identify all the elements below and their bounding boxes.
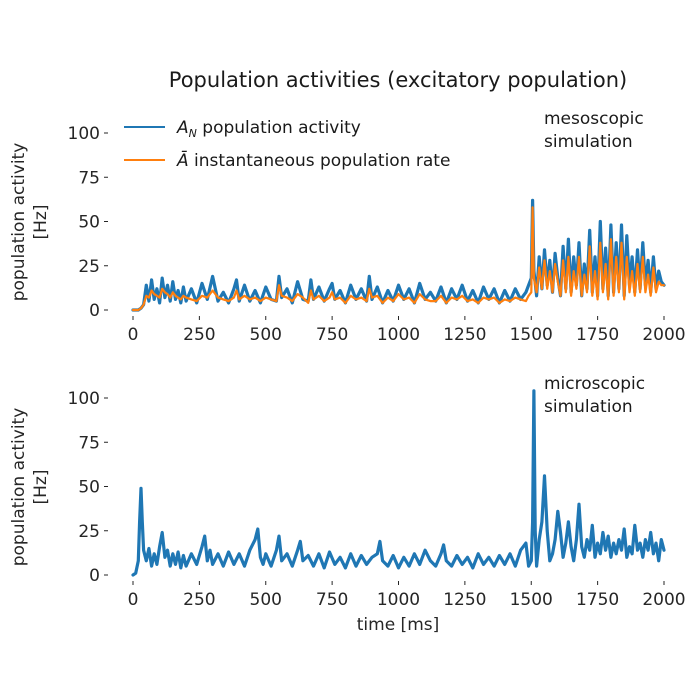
x-tick-label: 750 bbox=[316, 325, 348, 345]
y-axis-label-line2: [Hz] bbox=[31, 470, 51, 505]
y-axis-label: population activity [Hz] bbox=[9, 408, 51, 567]
y-tick-label: 75 bbox=[78, 433, 100, 453]
x-ticks: 0 250 500 750 1000 1250 1500 1750 2000 bbox=[128, 316, 686, 345]
x-tick-label: 1000 bbox=[377, 325, 420, 345]
y-ticks: 0 25 50 75 100 bbox=[68, 389, 108, 586]
y-ticks: 0 25 50 75 100 bbox=[68, 124, 108, 321]
legend-label-main: A bbox=[176, 118, 189, 138]
y-tick-label: 100 bbox=[68, 124, 100, 144]
annotation-line2: simulation bbox=[544, 397, 633, 417]
y-axis-label-line1: population activity bbox=[9, 408, 29, 567]
legend-label-rest: instantaneous population rate bbox=[189, 151, 451, 171]
legend-entry: AN population activity bbox=[124, 118, 361, 140]
annotation: microscopic simulation bbox=[544, 374, 645, 417]
y-tick-label: 0 bbox=[89, 566, 100, 586]
x-tick-label: 250 bbox=[183, 325, 215, 345]
x-tick-label: 500 bbox=[250, 590, 282, 610]
x-tick-label: 1750 bbox=[576, 325, 619, 345]
x-tick-label: 0 bbox=[128, 325, 139, 345]
annotation-line1: microscopic bbox=[544, 374, 645, 394]
annotation-line2: simulation bbox=[544, 132, 633, 152]
annotation-line1: mesoscopic bbox=[544, 109, 644, 129]
x-tick-label: 1250 bbox=[443, 325, 486, 345]
x-ticks: 0 250 500 750 1000 1250 1500 1750 2000 bbox=[128, 581, 686, 610]
x-tick-label: 1500 bbox=[510, 325, 553, 345]
legend-label-sub: N bbox=[189, 127, 197, 140]
legend-entry: Ā instantaneous population rate bbox=[124, 149, 450, 171]
series-line-activity bbox=[131, 389, 666, 577]
x-tick-label: 1750 bbox=[576, 590, 619, 610]
chart-title: Population activities (excitatory popula… bbox=[169, 68, 627, 92]
annotation: mesoscopic simulation bbox=[544, 109, 644, 152]
series-line-rate bbox=[131, 206, 666, 312]
x-tick-label: 2000 bbox=[642, 325, 685, 345]
y-axis-label-line2: [Hz] bbox=[31, 205, 51, 240]
y-tick-label: 25 bbox=[78, 522, 100, 542]
y-axis-label: population activity [Hz] bbox=[9, 143, 51, 302]
legend: AN population activity Ā instantaneous p… bbox=[124, 118, 450, 171]
x-tick-label: 750 bbox=[316, 590, 348, 610]
x-tick-label: 0 bbox=[128, 590, 139, 610]
y-tick-label: 50 bbox=[78, 478, 100, 498]
x-tick-label: 500 bbox=[250, 325, 282, 345]
panel-microscopic: population activity [Hz] 0 25 50 75 100 0 250… bbox=[9, 374, 686, 635]
x-tick-label: 1500 bbox=[510, 590, 553, 610]
legend-label-main: Ā bbox=[176, 149, 189, 171]
series-lines bbox=[131, 389, 666, 577]
x-tick-label: 1250 bbox=[443, 590, 486, 610]
panel-mesoscopic: population activity [Hz] 0 25 50 75 100 0 250… bbox=[9, 109, 686, 345]
x-axis-label: time [ms] bbox=[357, 615, 440, 635]
x-tick-label: 250 bbox=[183, 590, 215, 610]
y-tick-label: 75 bbox=[78, 168, 100, 188]
x-tick-label: 1000 bbox=[377, 590, 420, 610]
y-tick-label: 50 bbox=[78, 213, 100, 233]
legend-label: Ā instantaneous population rate bbox=[176, 149, 450, 171]
x-tick-label: 2000 bbox=[642, 590, 685, 610]
legend-label-rest: population activity bbox=[197, 118, 361, 138]
series-lines bbox=[131, 198, 666, 312]
y-axis-label-line1: population activity bbox=[9, 143, 29, 302]
y-tick-label: 25 bbox=[78, 257, 100, 277]
y-tick-label: 100 bbox=[68, 389, 100, 409]
legend-label: AN population activity bbox=[176, 118, 361, 140]
y-tick-label: 0 bbox=[89, 301, 100, 321]
